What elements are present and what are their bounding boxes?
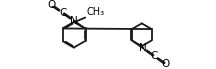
Text: C: C	[59, 8, 66, 18]
Text: O: O	[161, 59, 170, 69]
Text: O: O	[47, 0, 56, 10]
Text: C: C	[151, 51, 158, 61]
Text: N: N	[70, 16, 78, 26]
Text: N: N	[139, 43, 147, 53]
Text: CH₃: CH₃	[86, 7, 105, 17]
